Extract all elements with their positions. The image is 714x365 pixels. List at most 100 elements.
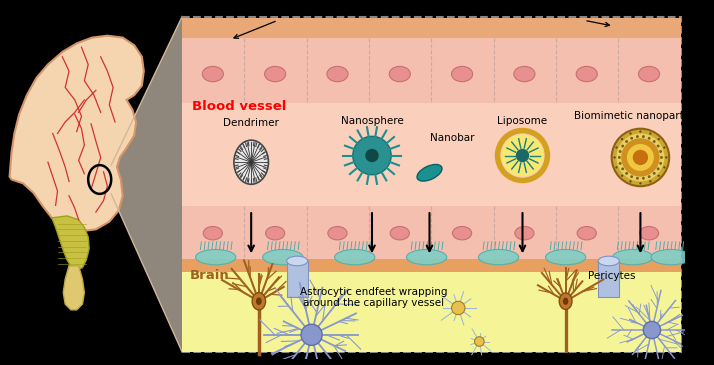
Circle shape [663,166,665,169]
Circle shape [501,134,543,177]
Bar [182,18,680,38]
Circle shape [615,146,618,149]
Text: Endothelial cells: Endothelial cells [234,8,340,38]
Circle shape [657,145,660,147]
Circle shape [621,138,660,177]
Ellipse shape [252,293,266,310]
Circle shape [625,172,628,175]
Circle shape [621,174,623,177]
Circle shape [619,162,622,165]
Ellipse shape [234,140,268,184]
Ellipse shape [613,249,653,265]
Ellipse shape [196,249,236,265]
Circle shape [621,145,624,147]
Ellipse shape [263,249,303,265]
Ellipse shape [266,226,285,240]
Circle shape [353,137,391,175]
Circle shape [629,132,632,135]
Bar [182,16,680,352]
Text: Nanosphere: Nanosphere [341,116,403,126]
Ellipse shape [515,226,534,240]
Circle shape [657,168,660,170]
Bar [182,273,680,352]
Ellipse shape [389,66,411,82]
Circle shape [621,138,623,140]
Bar [182,103,680,206]
Ellipse shape [563,297,568,305]
Ellipse shape [651,249,691,265]
Circle shape [642,177,645,180]
Text: Nanobar: Nanobar [430,133,474,143]
Ellipse shape [559,293,572,310]
Circle shape [636,177,639,180]
Ellipse shape [327,66,348,82]
Ellipse shape [286,256,308,266]
Ellipse shape [640,226,658,240]
Circle shape [642,135,645,138]
Ellipse shape [545,249,585,265]
Circle shape [475,337,484,346]
Circle shape [612,129,669,186]
Ellipse shape [328,226,347,240]
Ellipse shape [406,249,447,265]
Circle shape [618,156,620,159]
Text: Biomimetic nanoparticles: Biomimetic nanoparticles [574,111,707,121]
Ellipse shape [202,66,223,82]
Bar [286,261,308,297]
Text: Brain: Brain [190,269,230,282]
Circle shape [627,144,654,171]
Ellipse shape [577,226,596,240]
Text: Liposome: Liposome [498,116,548,126]
Ellipse shape [576,66,598,82]
Ellipse shape [335,249,375,265]
Ellipse shape [417,165,442,181]
Ellipse shape [390,226,409,240]
Circle shape [630,175,633,178]
Circle shape [653,140,655,143]
Bar [182,259,680,273]
Circle shape [643,321,660,339]
Circle shape [625,140,628,143]
Circle shape [660,156,663,159]
Circle shape [649,132,651,135]
Ellipse shape [514,66,535,82]
Ellipse shape [265,66,286,82]
Circle shape [639,130,642,133]
Circle shape [659,162,662,165]
Text: Blood vessel: Blood vessel [192,100,286,112]
Ellipse shape [451,66,473,82]
Circle shape [630,137,633,140]
Text: Pericytes: Pericytes [588,271,635,281]
Bar [598,261,619,297]
Text: Astrocytic endfeet wrapping
around the capillary vessel: Astrocytic endfeet wrapping around the c… [300,287,448,308]
Circle shape [516,149,529,162]
Circle shape [616,134,665,181]
Ellipse shape [453,226,472,240]
Circle shape [636,135,639,138]
Circle shape [653,172,655,175]
Circle shape [301,324,322,345]
Circle shape [649,180,651,182]
Polygon shape [52,216,89,270]
Circle shape [648,175,650,178]
Circle shape [619,150,622,153]
Bar [182,38,680,103]
Ellipse shape [478,249,518,265]
Text: Dendrimer: Dendrimer [223,118,279,128]
Circle shape [648,137,650,140]
Circle shape [629,180,632,182]
Ellipse shape [598,256,619,266]
Circle shape [613,156,615,158]
Circle shape [658,138,660,140]
Polygon shape [64,266,84,310]
Circle shape [633,150,648,165]
Ellipse shape [203,226,223,240]
Polygon shape [9,36,144,231]
Circle shape [658,174,660,177]
Ellipse shape [256,297,262,305]
Circle shape [659,150,662,153]
Circle shape [663,146,665,149]
Text: Basement membrane: Basement membrane [488,8,610,27]
Polygon shape [111,16,182,352]
Circle shape [615,166,618,169]
